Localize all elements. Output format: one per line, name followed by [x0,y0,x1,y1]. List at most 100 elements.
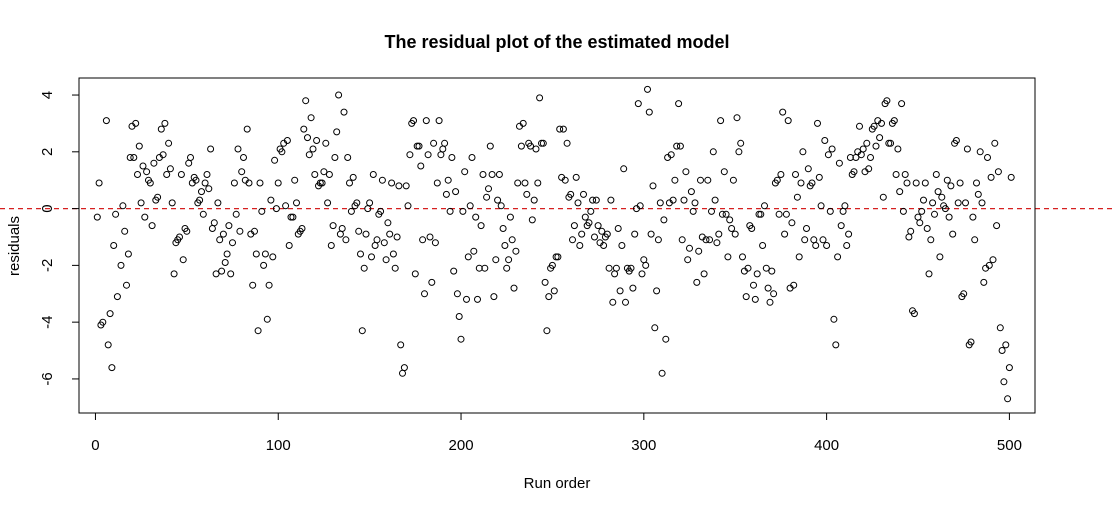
data-point [682,168,690,176]
data-point [910,310,918,318]
data-point [788,219,796,227]
data-point [559,125,567,133]
data-point [333,128,341,136]
data-point [620,165,628,173]
data-point [170,270,178,278]
data-point [890,117,898,125]
data-point [523,190,531,198]
data-point [704,176,712,184]
data-point [669,196,677,204]
data-point [764,284,772,292]
data-point [274,179,282,187]
data-point [739,253,746,261]
data-point [483,193,491,201]
data-point [302,97,310,105]
data-point [638,270,646,278]
data-point [293,199,300,207]
data-point [349,173,357,181]
data-point [801,236,809,244]
data-point [998,347,1006,354]
data-point [929,199,937,207]
data-point [154,193,162,201]
data-point [232,210,240,218]
data-point [311,171,319,178]
data-point [693,278,701,286]
x-tick-label: 0 [91,437,99,454]
data-point [589,196,597,204]
data-point [567,190,575,198]
data-point [892,171,900,178]
data-point [737,139,745,147]
data-point [442,190,450,198]
data-point [371,242,379,249]
data-point [113,293,121,301]
data-point [695,247,703,255]
data-point [629,284,637,292]
data-point [388,179,396,187]
data-point [272,205,280,213]
data-point [150,159,158,167]
x-tick-label: 400 [814,437,839,454]
y-axis-label: residuals [6,216,23,276]
data-point [952,137,960,144]
data-point [914,213,922,221]
data-point [271,156,279,164]
x-tick-label: 500 [997,437,1022,454]
data-point [406,151,414,159]
data-point [503,264,511,272]
data-point [411,270,419,278]
x-axis: 0 100 200 300 400 500 [91,412,1022,454]
data-point [793,193,801,201]
data-point [795,253,803,261]
data-point [514,179,522,187]
data-point [450,267,458,275]
data-point [845,230,853,238]
data-point [673,142,681,150]
data-point [984,154,991,161]
data-point [422,117,430,125]
data-point [762,264,770,272]
data-point [322,139,330,147]
data-point [205,185,213,193]
data-point [203,171,211,178]
data-point [192,176,200,184]
data-point [750,281,757,289]
data-point [676,142,684,150]
data-point [117,261,125,269]
data-point [647,230,655,238]
x-tick-label: 100 [266,437,291,454]
data-point [907,227,915,235]
data-point [644,85,651,93]
data-point [391,264,399,272]
data-point [377,207,385,215]
data-point [591,233,598,241]
data-point [380,239,388,247]
data-point [996,324,1004,332]
data-point [817,202,825,210]
data-point [989,256,997,264]
data-point [470,247,478,255]
data-point [548,261,556,269]
data-point [448,154,456,161]
data-point [378,176,386,184]
data-point [497,202,505,210]
x-tick-label: 300 [631,437,656,454]
data-point [761,202,768,210]
data-point [607,196,615,204]
data-point [753,270,761,278]
data-point [400,364,408,372]
data-point [208,225,216,232]
data-point [616,287,624,295]
data-point [360,264,368,272]
data-point [678,236,686,244]
data-point [124,250,132,258]
data-point [572,173,580,181]
data-point [459,207,467,215]
data-point [550,287,558,295]
data-point [402,182,410,190]
data-point [936,253,944,261]
data-point [879,193,887,201]
data-point [863,139,871,147]
data-point [251,227,258,235]
